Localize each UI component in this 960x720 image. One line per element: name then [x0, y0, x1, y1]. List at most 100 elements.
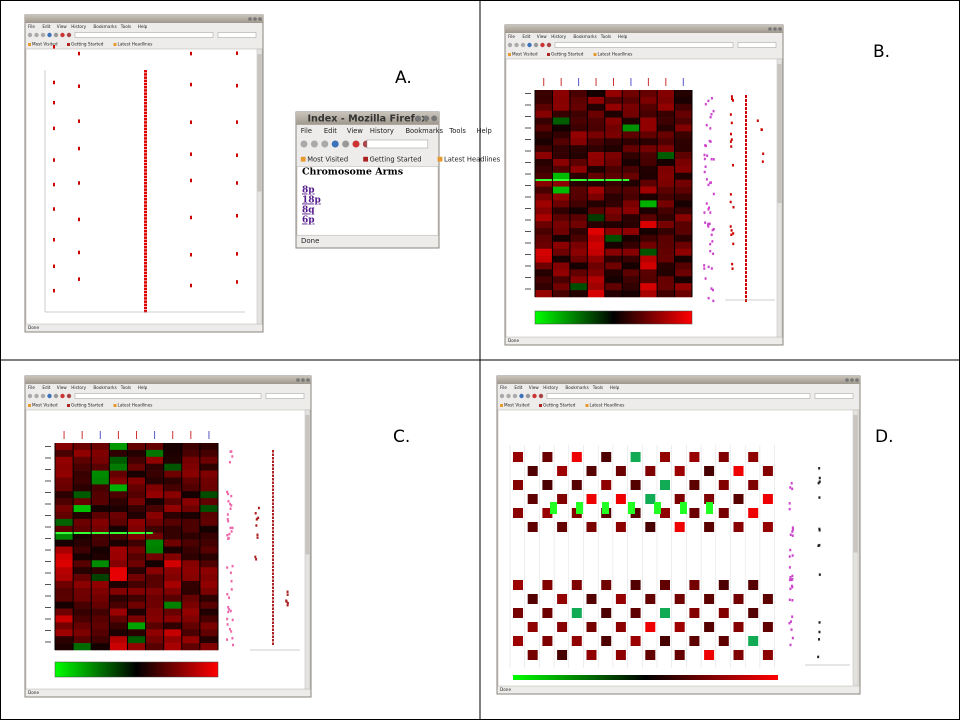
- address-bar[interactable]: [74, 32, 214, 38]
- nav-button[interactable]: [300, 140, 308, 148]
- nav-button[interactable]: [538, 393, 544, 399]
- window-button[interactable]: [248, 17, 252, 21]
- window-button[interactable]: [778, 27, 782, 31]
- nav-button[interactable]: [66, 393, 72, 399]
- menu-item[interactable]: Bookmarks: [93, 24, 116, 29]
- bookmark[interactable]: Getting Started: [370, 155, 422, 163]
- nav-button[interactable]: [520, 42, 526, 48]
- nav-button[interactable]: [546, 42, 552, 48]
- nav-button[interactable]: [47, 32, 52, 38]
- menu-item[interactable]: History: [543, 385, 558, 390]
- menu-item[interactable]: Help: [138, 385, 148, 390]
- nav-button[interactable]: [40, 393, 46, 399]
- menu-item[interactable]: File: [508, 34, 515, 39]
- bookmark[interactable]: Most Visited: [307, 155, 348, 163]
- nav-button[interactable]: [60, 32, 65, 38]
- bookmark[interactable]: Latest Headlines: [590, 403, 625, 408]
- search-box[interactable]: [217, 32, 257, 38]
- bookmark[interactable]: Most Visited: [32, 403, 58, 408]
- menu-item[interactable]: View: [347, 127, 363, 135]
- scroll-thumb[interactable]: [257, 54, 262, 192]
- menu-item[interactable]: File: [28, 385, 35, 390]
- menu-item[interactable]: File: [28, 24, 35, 29]
- menu-item[interactable]: Tools: [600, 34, 611, 39]
- nav-button[interactable]: [47, 393, 52, 399]
- nav-button[interactable]: [525, 393, 531, 399]
- bookmark[interactable]: Getting Started: [543, 403, 576, 408]
- window-button[interactable]: [258, 17, 262, 21]
- bookmark[interactable]: Most Visited: [504, 403, 530, 408]
- menu-item[interactable]: Edit: [514, 385, 522, 390]
- search-box[interactable]: [366, 139, 429, 149]
- menu-item[interactable]: Tools: [448, 127, 466, 135]
- menu-item[interactable]: Help: [618, 34, 628, 39]
- search-box[interactable]: [737, 42, 777, 48]
- menu-item[interactable]: History: [551, 34, 566, 39]
- menu-item[interactable]: Edit: [42, 24, 50, 29]
- menu-item[interactable]: View: [57, 24, 68, 29]
- nav-button[interactable]: [66, 32, 72, 38]
- search-box[interactable]: [265, 393, 305, 399]
- link[interactable]: 8q: [302, 206, 315, 216]
- menu-item[interactable]: View: [529, 385, 540, 390]
- address-bar[interactable]: [74, 393, 262, 399]
- window-button[interactable]: [773, 27, 777, 31]
- bookmark[interactable]: Getting Started: [71, 42, 104, 47]
- menu-item[interactable]: Help: [138, 24, 148, 29]
- nav-button[interactable]: [34, 393, 39, 399]
- menu-item[interactable]: Bookmarks: [405, 127, 443, 135]
- window-button[interactable]: [253, 17, 257, 21]
- bookmark[interactable]: Getting Started: [71, 403, 104, 408]
- menu-item[interactable]: Help: [610, 385, 620, 390]
- nav-button[interactable]: [514, 42, 519, 48]
- window-button[interactable]: [850, 378, 854, 382]
- menu-item[interactable]: Help: [476, 127, 491, 135]
- bookmark[interactable]: Most Visited: [32, 42, 58, 47]
- menu-item[interactable]: Edit: [522, 34, 530, 39]
- menu-item[interactable]: File: [500, 385, 507, 390]
- nav-button[interactable]: [53, 32, 59, 38]
- nav-button[interactable]: [34, 32, 39, 38]
- menu-item[interactable]: Tools: [592, 385, 603, 390]
- nav-button[interactable]: [527, 42, 532, 48]
- nav-button[interactable]: [507, 42, 513, 48]
- nav-button[interactable]: [540, 42, 545, 48]
- nav-button[interactable]: [27, 393, 33, 399]
- link[interactable]: 8p: [302, 186, 315, 196]
- window-button[interactable]: [306, 378, 310, 382]
- link[interactable]: 6p: [302, 216, 315, 226]
- nav-button[interactable]: [27, 32, 33, 38]
- menu-item[interactable]: Edit: [324, 127, 337, 135]
- menu-item[interactable]: Tools: [120, 385, 131, 390]
- scroll-thumb[interactable]: [853, 415, 858, 553]
- nav-button[interactable]: [310, 140, 318, 148]
- nav-button[interactable]: [321, 140, 329, 148]
- bookmark[interactable]: Most Visited: [512, 52, 538, 57]
- window-button[interactable]: [301, 378, 305, 382]
- window-button[interactable]: [855, 378, 859, 382]
- menu-item[interactable]: Tools: [120, 24, 131, 29]
- window-button[interactable]: [415, 115, 422, 122]
- bookmark[interactable]: Latest Headlines: [598, 52, 633, 57]
- nav-button[interactable]: [499, 393, 505, 399]
- menu-item[interactable]: History: [71, 24, 86, 29]
- menu-item[interactable]: Edit: [42, 385, 50, 390]
- menu-item[interactable]: History: [370, 127, 394, 135]
- nav-button[interactable]: [512, 393, 518, 399]
- menu-item[interactable]: Bookmarks: [573, 34, 596, 39]
- nav-button[interactable]: [519, 393, 524, 399]
- bookmark[interactable]: Latest Headlines: [444, 155, 501, 163]
- search-box[interactable]: [814, 393, 854, 399]
- nav-button[interactable]: [352, 140, 360, 148]
- bookmark[interactable]: Getting Started: [551, 52, 584, 57]
- bookmark[interactable]: Latest Headlines: [118, 403, 153, 408]
- menu-item[interactable]: Bookmarks: [93, 385, 116, 390]
- nav-button[interactable]: [342, 140, 350, 148]
- nav-button[interactable]: [60, 393, 65, 399]
- menu-item[interactable]: View: [537, 34, 548, 39]
- nav-button[interactable]: [331, 140, 339, 148]
- menu-item[interactable]: Bookmarks: [565, 385, 588, 390]
- nav-button[interactable]: [40, 32, 46, 38]
- nav-button[interactable]: [53, 393, 59, 399]
- window-button[interactable]: [423, 115, 430, 122]
